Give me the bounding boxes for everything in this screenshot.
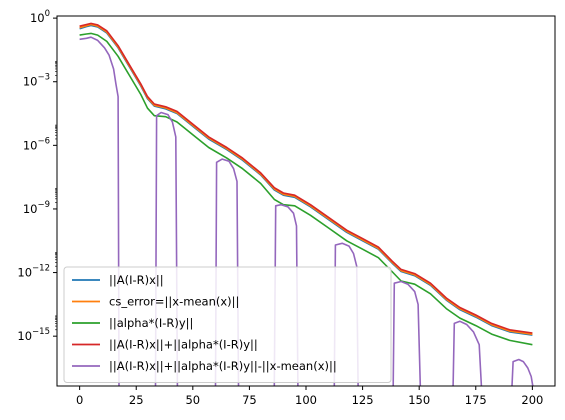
y-tick-base: 10 [17, 329, 32, 343]
y-tick-label: 10−15 [17, 327, 50, 343]
series-line-5-segment-8 [511, 358, 534, 386]
y-tick-exponent: 0 [45, 9, 50, 19]
legend-entry-label: cs_error=||x-mean(x)|| [109, 295, 239, 309]
y-tick-exponent: −6 [37, 136, 50, 146]
series-line-5-segment-7 [452, 320, 483, 386]
series-line-5-segment-1 [79, 36, 120, 386]
legend-box [63, 266, 392, 383]
x-tick-label: 75 [242, 393, 257, 407]
y-tick-label: 100 [30, 9, 50, 25]
legend-entry-label: ||A(I-R)x||+||alpha*(I-R)y|| [109, 338, 258, 352]
legend-entry-label: ||alpha*(I-R)y|| [109, 316, 193, 330]
x-tick-label: 25 [129, 393, 144, 407]
x-tick-label: 50 [185, 393, 200, 407]
y-tick-base: 10 [23, 202, 38, 216]
series-line-3 [79, 32, 533, 346]
series-line-5-segment-3 [214, 158, 240, 386]
x-tick-label: 150 [408, 393, 430, 407]
y-tick-label: 10−6 [23, 136, 50, 152]
x-tick-label: 175 [465, 393, 487, 407]
series-line-5-segment-5 [333, 242, 359, 386]
y-tick-exponent: −15 [32, 327, 50, 337]
y-tick-exponent: −12 [32, 264, 50, 274]
series-line-4 [79, 22, 533, 334]
legend-entry-label: ||A(I-R)x|| [109, 273, 164, 287]
y-tick-base: 10 [23, 138, 38, 152]
y-tick-label: 10−12 [17, 264, 50, 280]
series-line-5-segment-4 [273, 203, 299, 386]
y-tick-exponent: −9 [37, 200, 50, 210]
y-tick-exponent: −3 [37, 73, 50, 83]
y-tick-base: 10 [23, 75, 38, 89]
x-tick-label: 0 [76, 393, 83, 407]
series-line-5-segment-6 [392, 280, 422, 386]
y-tick-label: 10−9 [23, 200, 50, 216]
series-line-5-segment-2 [154, 111, 179, 386]
y-tick-base: 10 [30, 11, 45, 25]
y-tick-label: 10−3 [23, 73, 50, 89]
x-tick-label: 125 [352, 393, 374, 407]
x-tick-label: 200 [521, 393, 543, 407]
x-tick-label: 100 [295, 393, 317, 407]
y-tick-base: 10 [17, 266, 32, 280]
legend-entry-label: ||A(I-R)x||+||alpha*(I-R)y||-||x-mean(x)… [109, 359, 337, 373]
